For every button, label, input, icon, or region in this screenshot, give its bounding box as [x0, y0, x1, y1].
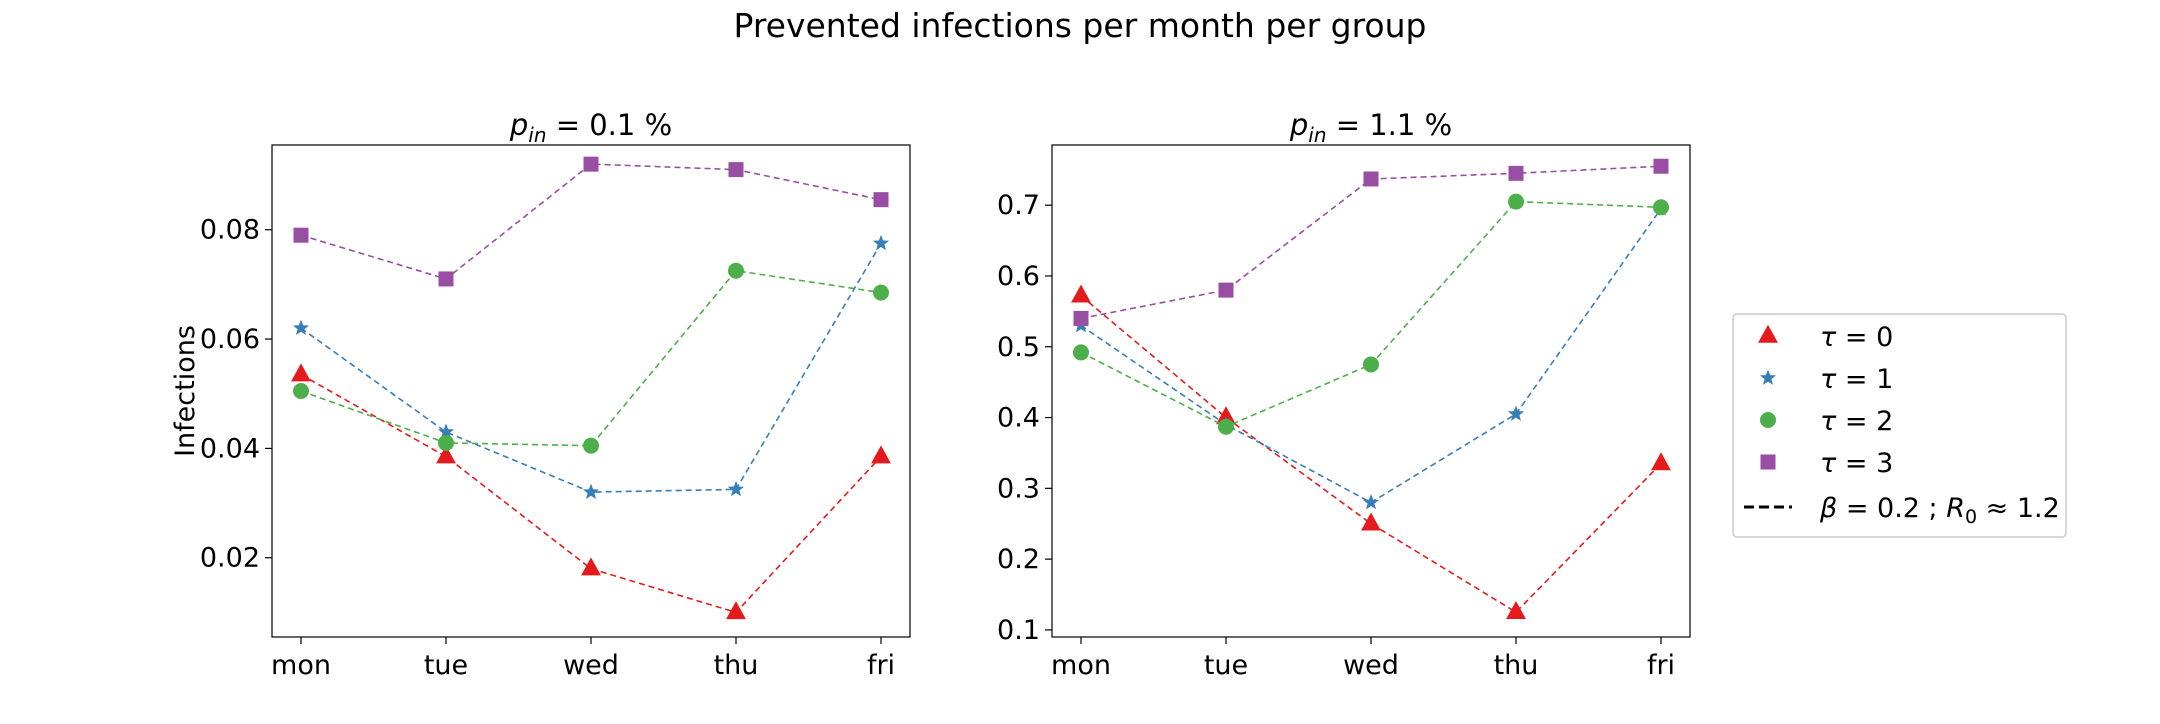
y-tick-label: 0.2	[997, 544, 1040, 575]
y-tick-label: 0.5	[997, 332, 1040, 363]
data-point-tau2-mon	[1073, 344, 1089, 361]
data-point-tau0-wed	[581, 557, 601, 576]
y-tick-label: 0.3	[997, 473, 1040, 504]
panel-left: mon tue wed thu fri 0.02 0.04 0.06 0.08 pin = 0.1…	[170, 108, 911, 681]
data-point-tau1-tue	[437, 423, 455, 439]
data-point-tau2-wed	[1363, 356, 1379, 373]
plot-area-frame	[1051, 144, 1691, 638]
data-point-tau1-thu	[1507, 405, 1525, 421]
data-point-tau3-fri	[873, 192, 889, 208]
x-tick-label: fri	[1647, 650, 1675, 681]
data-point-tau3-wed	[583, 156, 599, 172]
legend-marker-tau0	[1758, 324, 1778, 343]
data-point-tau3-tue	[1218, 282, 1234, 298]
data-point-tau3-mon	[293, 227, 309, 243]
series-line-tau2	[300, 269, 882, 447]
panel-right: mon tue wed thu fri 0.1 0.2 0.3 0.4 0.5 0.6 0.7 pin …	[997, 108, 1691, 681]
legend-box	[1732, 313, 2067, 538]
data-point-tau1-wed	[582, 483, 600, 500]
x-tick-label: wed	[563, 650, 619, 681]
data-point-tau3-mon	[1073, 310, 1089, 326]
data-point-tau3-thu	[1508, 165, 1524, 181]
series-line-tau1	[300, 242, 882, 493]
x-tick-label: mon	[1051, 650, 1111, 681]
panel-title: pin = 1.1 %	[1289, 108, 1452, 147]
data-point-tau1-fri	[872, 234, 890, 251]
data-point-tau0-fri	[1651, 452, 1671, 471]
y-tick-label: 0.08	[200, 215, 260, 246]
x-tick-label: tue	[1204, 650, 1248, 681]
y-axis-label: Infections	[170, 325, 201, 457]
series-line-tau0	[300, 373, 882, 614]
legend-markers	[1758, 324, 1778, 470]
data-point-tau3-fri	[1653, 158, 1669, 174]
legend-label-tau1: τ = 1	[1820, 364, 1893, 395]
legend-label-tau3: τ = 3	[1820, 448, 1893, 479]
data-point-tau0-mon	[291, 363, 311, 382]
series-line-tau1	[1080, 208, 1662, 504]
data-point-tau2-wed	[583, 437, 599, 454]
series-line-tau0	[1080, 295, 1662, 614]
data-point-tau2-tue	[438, 434, 454, 451]
data-point-tau2-mon	[293, 383, 309, 399]
x-tick-label: thu	[714, 650, 759, 681]
legend: τ = 0 τ = 1 τ = 2 τ = 3 β = 0.2 ; R0 ≈ 1…	[1732, 313, 2067, 538]
data-point-tau2-thu	[728, 262, 744, 279]
series-line-tau3	[1080, 165, 1662, 320]
data-point-tau2-thu	[1508, 193, 1524, 210]
data-point-tau0-fri	[871, 445, 891, 464]
legend-label-tau0: τ = 0	[1820, 322, 1893, 353]
data-point-tau2-tue	[1218, 418, 1234, 435]
data-point-tau3-tue	[438, 271, 454, 287]
figure-title: Prevented infections per month per group	[733, 6, 1427, 45]
x-tick-label: tue	[424, 650, 468, 681]
y-tick-label: 0.04	[200, 433, 260, 464]
data-point-tau3-thu	[728, 162, 744, 178]
y-tick-label: 0.4	[997, 403, 1040, 434]
legend-marker-tau3	[1760, 454, 1776, 470]
y-tick-label: 0.02	[200, 543, 260, 574]
data-point-tau2-fri	[1653, 199, 1669, 216]
series-line-tau3	[300, 163, 882, 280]
legend-marker-tau2	[1760, 412, 1776, 428]
data-point-tau0-thu	[1506, 600, 1526, 619]
legend-label-beta: β = 0.2 ; R0 ≈ 1.2	[1819, 493, 2060, 528]
y-tick-label: 0.06	[200, 324, 260, 355]
data-point-tau0-mon	[1071, 284, 1091, 303]
series-line-tau2	[1080, 200, 1662, 428]
x-tick-label: mon	[271, 650, 331, 681]
data-point-tau1-thu	[727, 480, 745, 497]
y-tick-label: 0.6	[997, 261, 1040, 292]
legend-label-tau2: τ = 2	[1820, 406, 1893, 437]
y-tick-label: 0.1	[997, 615, 1040, 646]
data-point-tau2-fri	[873, 284, 889, 301]
x-tick-label: thu	[1494, 650, 1539, 681]
y-tick-label: 0.7	[997, 190, 1040, 221]
data-point-tau3-wed	[1363, 171, 1379, 187]
data-point-tau0-tue	[1216, 406, 1236, 425]
data-point-tau0-wed	[1361, 512, 1381, 531]
data-point-tau0-tue	[436, 445, 456, 464]
x-tick-label: wed	[1343, 650, 1399, 681]
data-point-tau0-thu	[726, 601, 746, 620]
x-tick-label: fri	[867, 650, 895, 681]
panel-title: pin = 0.1 %	[509, 108, 672, 147]
data-point-tau1-wed	[1362, 494, 1380, 510]
data-point-tau1-mon	[292, 319, 310, 336]
legend-marker-tau1	[1759, 369, 1777, 385]
